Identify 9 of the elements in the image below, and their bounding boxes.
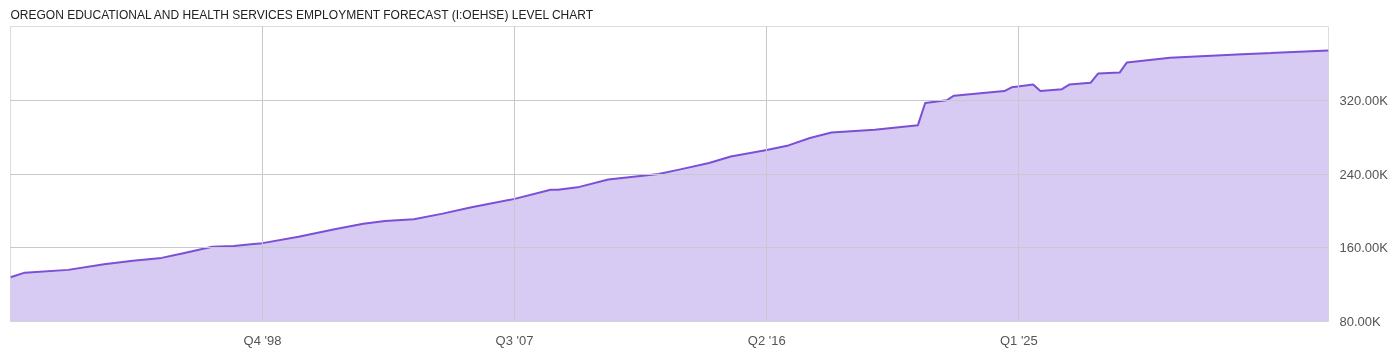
y-tick-label: 320.00K <box>1339 92 1389 108</box>
chart-title: OREGON EDUCATIONAL AND HEALTH SERVICES EMPLOYMENT FORECAST (I:OEHSE) LEVEL CHART <box>10 7 594 22</box>
y-tick-label: 240.00K <box>1339 166 1389 182</box>
x-tick-label: Q4 '98 <box>243 332 282 348</box>
y-tick-label: 80.00K <box>1339 314 1382 329</box>
y-tick-label: 160.00K <box>1339 240 1389 256</box>
x-tick-label: Q1 '25 <box>999 332 1038 348</box>
x-tick-label: Q2 '16 <box>747 332 786 348</box>
x-tick-label: Q3 '07 <box>495 332 534 348</box>
